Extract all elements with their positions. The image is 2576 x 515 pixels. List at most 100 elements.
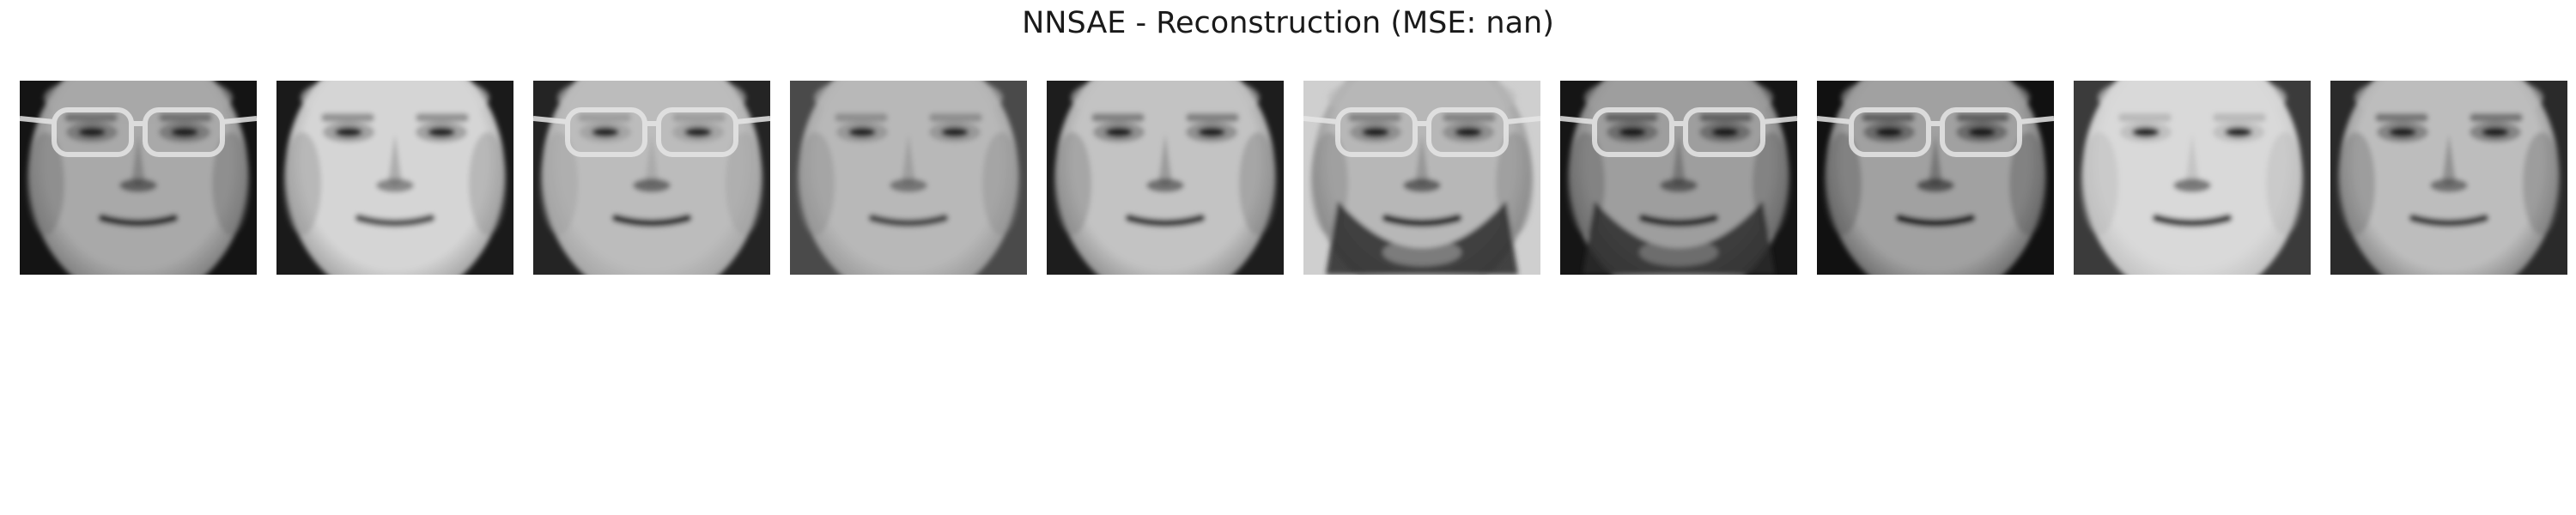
left-eye: [1362, 127, 1389, 137]
nose: [902, 134, 915, 185]
right-lens: [1940, 107, 2022, 157]
right-eye: [1198, 127, 1225, 137]
right-eye: [941, 127, 969, 137]
right-eyebrow: [929, 113, 982, 122]
left-cheek-shadow: [2081, 132, 2118, 235]
face-drawing: [27, 81, 250, 275]
chin: [2153, 239, 2232, 266]
figure-title: NNSAE - Reconstruction (MSE: nan): [1022, 6, 1554, 40]
nose: [645, 134, 659, 185]
face-panel-8: [1817, 81, 2054, 275]
face-drawing: [2081, 81, 2304, 275]
right-temple: [735, 116, 770, 124]
chin: [869, 239, 948, 266]
glasses-icon: [1560, 107, 1797, 157]
left-temple: [1303, 116, 1339, 124]
forehead: [1584, 81, 1773, 124]
face-image: [1047, 81, 1284, 275]
right-eye: [684, 127, 712, 137]
nostrils: [1917, 179, 1954, 192]
nostrils: [2173, 179, 2211, 192]
left-eye: [848, 127, 876, 137]
nostrils: [2430, 179, 2468, 192]
chin: [612, 239, 691, 266]
left-eyebrow: [1348, 113, 1401, 122]
left-temple: [20, 116, 55, 124]
left-eyebrow: [321, 113, 374, 122]
face-image: [20, 81, 257, 275]
right-lens: [1426, 107, 1509, 157]
face-panel-9: [2074, 81, 2311, 275]
face-drawing: [1310, 81, 1534, 275]
mouth: [1638, 214, 1719, 227]
left-cheek-shadow: [797, 132, 835, 235]
right-cheek-shadow: [469, 132, 507, 235]
forehead: [1327, 81, 1516, 124]
face-panel-2: [276, 81, 513, 275]
right-eye: [1711, 127, 1739, 137]
face-image: [1560, 81, 1797, 275]
glasses-icon: [1303, 107, 1540, 157]
right-eyebrow: [1443, 113, 1496, 122]
left-eyebrow: [1862, 113, 1915, 122]
left-eyebrow: [1605, 113, 1658, 122]
forehead: [1841, 81, 2030, 124]
mouth: [868, 214, 949, 227]
beard: [1326, 201, 1518, 275]
left-eye: [78, 127, 106, 137]
nostrils: [633, 179, 671, 192]
right-eyebrow: [159, 113, 212, 122]
face-drawing: [2337, 81, 2561, 275]
right-eye: [2482, 127, 2509, 137]
mouth: [611, 214, 692, 227]
forehead: [814, 81, 1003, 124]
right-eyebrow: [1186, 113, 1239, 122]
left-eyebrow: [1091, 113, 1145, 122]
right-lens: [1683, 107, 1765, 157]
right-eyebrow: [1956, 113, 2009, 122]
forehead: [1071, 81, 1260, 124]
face-drawing: [797, 81, 1020, 275]
left-lens: [1592, 107, 1674, 157]
nose: [1672, 134, 1686, 185]
left-cheek-shadow: [283, 132, 321, 235]
right-temple: [1505, 116, 1540, 124]
face-drawing: [1567, 81, 1790, 275]
left-cheek-shadow: [27, 132, 64, 235]
right-cheek-shadow: [726, 132, 763, 235]
nostrils: [1146, 179, 1184, 192]
nose: [1929, 134, 1942, 185]
mouth: [1895, 214, 1976, 227]
left-cheek-shadow: [2337, 132, 2375, 235]
left-eyebrow: [2118, 113, 2172, 122]
left-eye: [335, 127, 362, 137]
left-temple: [1560, 116, 1595, 124]
right-eyebrow: [2213, 113, 2266, 122]
left-temple: [1817, 116, 1852, 124]
face-image: [276, 81, 513, 275]
right-cheek-shadow: [1239, 132, 1277, 235]
nose: [1158, 134, 1172, 185]
face-image: [533, 81, 770, 275]
nostrils: [1403, 179, 1441, 192]
mouth: [2409, 214, 2489, 227]
right-temple: [1762, 116, 1797, 124]
beard: [1583, 201, 1775, 275]
left-lens: [565, 107, 647, 157]
nose: [131, 134, 145, 185]
face-panel-1: [20, 81, 257, 275]
face-image: [2330, 81, 2567, 275]
nostrils: [119, 179, 157, 192]
left-cheek-shadow: [1824, 132, 1862, 235]
right-eyebrow: [1699, 113, 1753, 122]
mouth: [98, 214, 179, 227]
nostrils: [890, 179, 927, 192]
left-eye: [2389, 127, 2416, 137]
right-eye: [171, 127, 198, 137]
left-cheek-shadow: [1054, 132, 1091, 235]
left-eyebrow: [64, 113, 118, 122]
chin: [1639, 239, 1718, 266]
nose: [1415, 134, 1429, 185]
nostrils: [376, 179, 414, 192]
face-panel-10: [2330, 81, 2567, 275]
